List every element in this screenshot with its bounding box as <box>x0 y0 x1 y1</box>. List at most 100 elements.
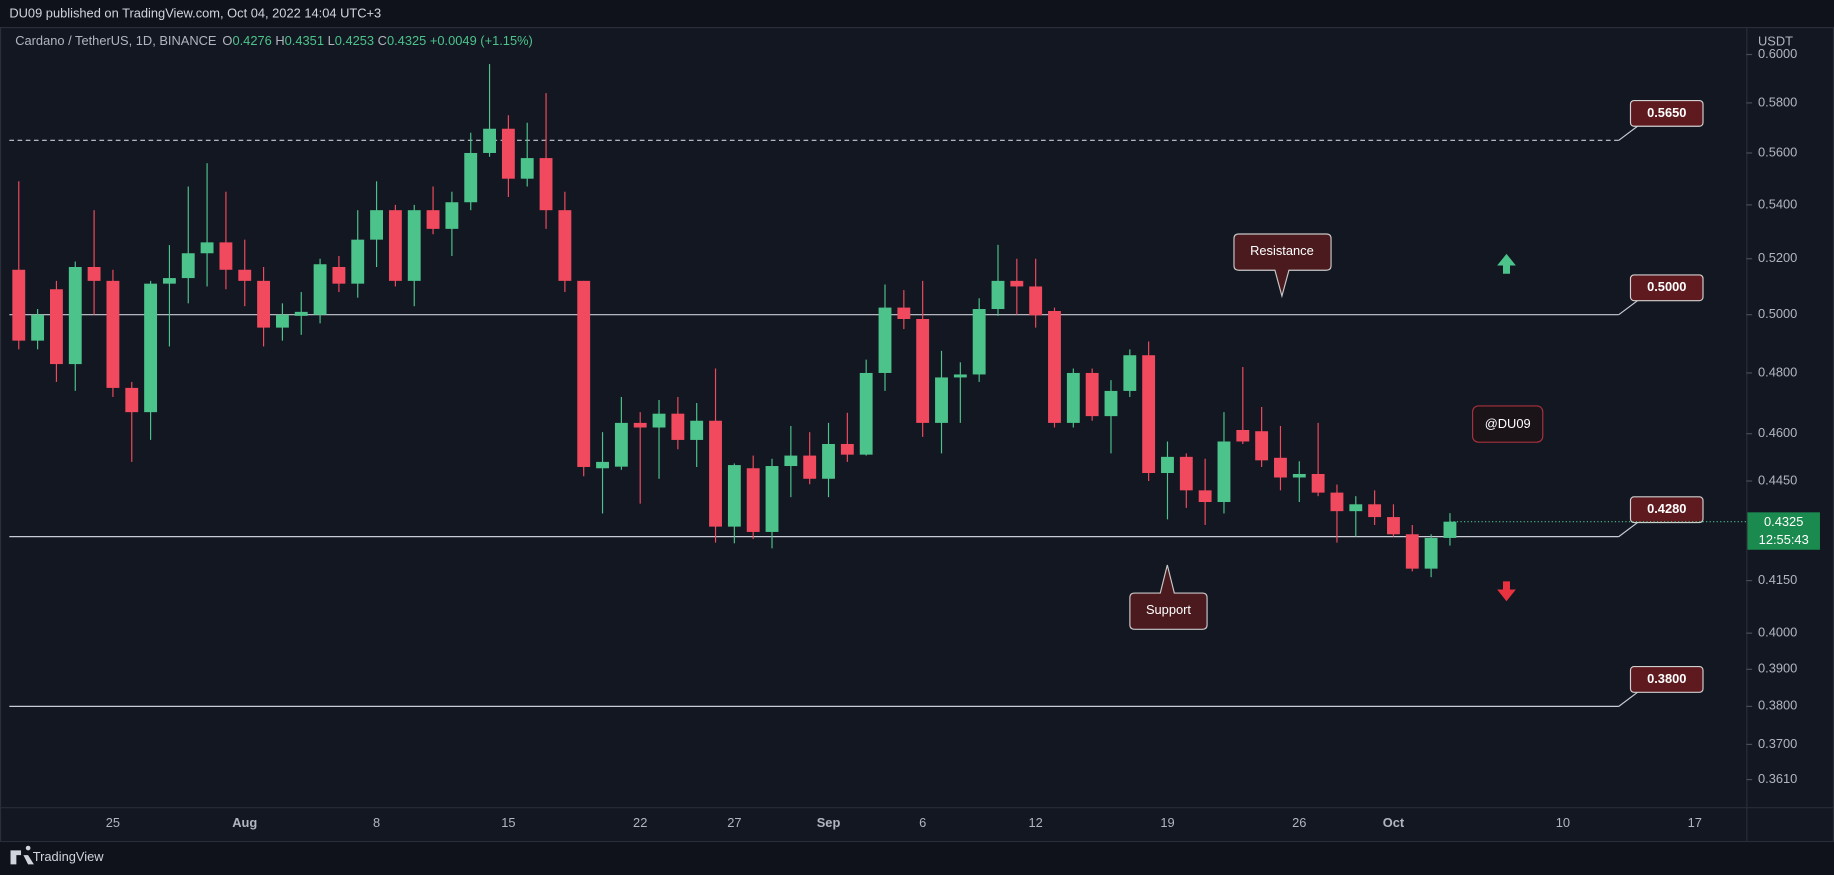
candle-body <box>1330 492 1344 512</box>
candle-body <box>897 307 911 320</box>
candle-body <box>332 266 346 284</box>
candle-body <box>125 387 139 413</box>
y-tick-label: 0.5600 <box>1758 144 1797 159</box>
candle-body <box>840 443 854 455</box>
candle-body <box>275 314 289 328</box>
candle-body <box>1311 473 1325 493</box>
x-tick-label: 6 <box>919 815 926 830</box>
y-tick-label: 0.3610 <box>1758 771 1797 786</box>
candle-body <box>614 422 628 467</box>
y-tick-label: 0.5000 <box>1758 306 1797 321</box>
brand: TradingView <box>33 849 104 864</box>
candle-body <box>445 202 459 229</box>
published-note: DU09 published on TradingView.com, Oct 0… <box>9 5 381 20</box>
candle-body <box>483 128 496 153</box>
candle-body <box>50 289 63 365</box>
y-tick-label: 0.5200 <box>1758 250 1797 265</box>
resistance-callout <box>1233 233 1332 299</box>
author-box <box>1471 405 1544 443</box>
candle-body <box>1123 355 1137 391</box>
candle-body <box>596 461 609 469</box>
candle-body <box>1217 441 1231 503</box>
candle-body <box>1029 286 1043 316</box>
ohlc-open: 0.4276 <box>232 34 271 49</box>
countdown: 12:55:43 <box>1759 532 1809 547</box>
x-tick-label: 19 <box>1160 815 1174 830</box>
candle-body <box>464 152 478 203</box>
candle-body <box>1048 311 1061 423</box>
level-connector <box>1618 691 1638 707</box>
y-tick-label: 0.4600 <box>1758 425 1797 440</box>
symbol: Cardano / TetherUS, 1D, BINANCE <box>15 34 217 49</box>
x-tick-label: 25 <box>106 815 120 830</box>
x-tick-label: 8 <box>373 815 380 830</box>
candle-body <box>878 307 892 373</box>
y-tick-label: 0.3800 <box>1758 698 1797 713</box>
panel-border <box>0 26 1834 843</box>
candle-body <box>1010 280 1024 287</box>
y-tick-label: 0.5800 <box>1758 94 1797 109</box>
candle-body <box>1255 431 1269 461</box>
candle-body <box>953 374 967 378</box>
candle-body <box>257 280 271 328</box>
level-connector <box>1618 125 1638 141</box>
candle-body <box>31 314 45 341</box>
candle-body <box>426 210 440 229</box>
bottom-bar <box>0 842 1834 875</box>
candle-body <box>1161 456 1174 474</box>
candle-body <box>916 319 930 423</box>
candle-body <box>370 210 383 240</box>
candle-body <box>294 311 308 316</box>
level-label-box <box>1629 99 1704 127</box>
level-label-box <box>1629 496 1704 524</box>
candle-body <box>200 242 214 254</box>
candle-body <box>784 455 798 467</box>
y-tick-label: 0.4800 <box>1758 364 1797 379</box>
candle-body <box>1274 457 1287 478</box>
candle-body <box>803 455 817 479</box>
candle-body <box>68 266 82 365</box>
ohlc-prefix: C <box>378 34 387 49</box>
candle-body <box>1179 456 1193 491</box>
x-tick-label: 27 <box>727 815 741 830</box>
candle-body <box>577 280 591 467</box>
candle-body <box>690 420 704 440</box>
candle-body <box>991 280 1005 310</box>
candle-body <box>12 269 26 341</box>
resistance-label: Resistance <box>1250 243 1314 258</box>
x-tick-label: 26 <box>1292 815 1306 830</box>
x-tick-label: 10 <box>1556 815 1570 830</box>
candle-body <box>1405 534 1419 569</box>
candle-body <box>1066 372 1080 423</box>
candle-body <box>351 239 365 284</box>
candle-body <box>1292 473 1306 478</box>
candle-body <box>1349 504 1363 512</box>
x-tick-label: Oct <box>1383 815 1405 830</box>
candle-body <box>520 158 534 179</box>
down-arrow <box>1497 581 1516 602</box>
candle-body <box>1104 390 1118 417</box>
level-label: 0.3800 <box>1647 671 1686 686</box>
candle-body <box>1387 517 1400 535</box>
level-label-box <box>1629 274 1704 302</box>
candle-body <box>558 210 572 281</box>
candle-body <box>709 420 722 527</box>
top-bar <box>0 0 1834 27</box>
candle-body <box>746 468 760 532</box>
candle-body <box>388 210 402 281</box>
x-tick-label: Sep <box>817 815 841 830</box>
candle-body <box>1142 355 1156 474</box>
candle-body <box>633 422 647 428</box>
author-label: @DU09 <box>1485 416 1531 431</box>
level-label: 0.4280 <box>1647 501 1686 516</box>
candle-body <box>144 283 158 413</box>
last-price-tag <box>1747 512 1820 550</box>
candle-body <box>181 253 195 279</box>
y-tick-label: 0.4000 <box>1758 625 1797 640</box>
x-tick-label: 17 <box>1688 815 1702 830</box>
ohlc-low: 0.4253 <box>335 34 374 49</box>
y-tick-label: 0.5400 <box>1758 196 1797 211</box>
candle-body <box>859 372 873 455</box>
